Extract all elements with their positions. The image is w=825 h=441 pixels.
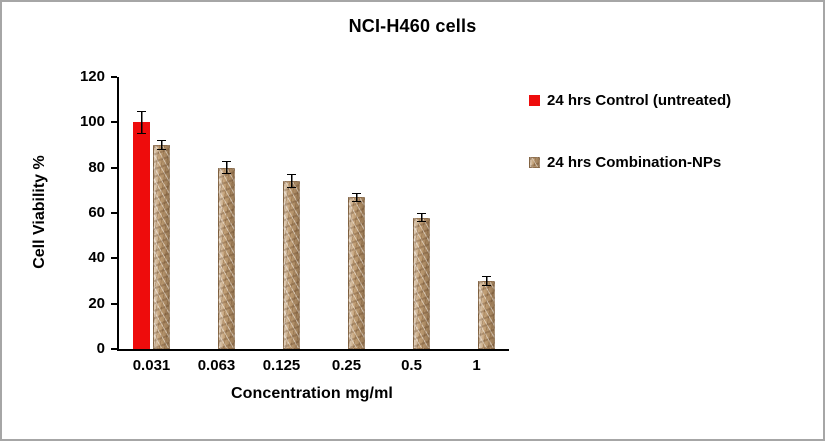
error-bar bbox=[482, 276, 491, 286]
error-bar bbox=[352, 192, 361, 202]
legend-label-control: 24 hrs Control (untreated) bbox=[547, 92, 732, 109]
error-bar bbox=[287, 174, 296, 189]
plot-area: 0 20 40 60 80 100 120 0.031 0.063 0.125 0.25 0.5 1 bbox=[80, 68, 509, 374]
bar-combination bbox=[348, 197, 365, 349]
y-axis-tick-label: 100 bbox=[79, 113, 105, 131]
bar-combination bbox=[413, 217, 430, 349]
error-bar bbox=[222, 160, 231, 175]
bar-combination bbox=[478, 281, 495, 349]
legend-swatch-combination bbox=[529, 157, 540, 168]
y-axis-tick bbox=[111, 302, 117, 305]
x-axis-tick-label: 0.125 bbox=[262, 357, 301, 374]
x-axis-tick-label: 0.5 bbox=[401, 357, 422, 374]
legend: 24 hrs Control (untreated) 24 hrs Combin… bbox=[529, 92, 731, 171]
bar-control bbox=[133, 122, 150, 349]
legend-label-combination: 24 hrs Combination-NPs bbox=[547, 154, 722, 171]
legend-item-control: 24 hrs Control (untreated) bbox=[529, 92, 731, 109]
x-axis-tick-label: 0.25 bbox=[331, 357, 362, 374]
y-axis-tick bbox=[111, 212, 117, 214]
y-axis-tick-label: 80 bbox=[88, 158, 105, 176]
legend-swatch-control bbox=[529, 95, 540, 106]
y-axis-tick bbox=[111, 166, 117, 169]
y-axis-tick-label: 40 bbox=[88, 249, 105, 267]
y-axis-tick-label: 60 bbox=[88, 204, 105, 221]
bar-combination bbox=[153, 145, 170, 349]
bar-combination bbox=[218, 167, 235, 349]
y-axis-tick-label: 120 bbox=[79, 68, 105, 85]
y-axis-title: Cell Viability % bbox=[31, 155, 48, 269]
error-bar bbox=[417, 213, 426, 223]
y-axis-tick bbox=[111, 121, 117, 124]
x-axis-title: Concentration mg/ml bbox=[231, 385, 393, 402]
y-axis-tick-label: 20 bbox=[88, 294, 105, 312]
bar-combination bbox=[283, 181, 300, 349]
y-axis-tick bbox=[111, 257, 117, 260]
x-axis-tick-label: 1 bbox=[472, 357, 481, 374]
error-bar bbox=[157, 140, 166, 150]
y-axis-tick bbox=[111, 76, 117, 78]
y-axis-tick-label: 0 bbox=[96, 340, 105, 357]
legend-item-combination: 24 hrs Combination-NPs bbox=[529, 154, 731, 171]
x-axis-tick-label: 0.031 bbox=[132, 357, 171, 374]
chart-title: NCI-H460 cells bbox=[348, 16, 477, 36]
error-bar bbox=[137, 111, 146, 134]
x-axis-tick-label: 0.063 bbox=[197, 357, 236, 374]
y-axis-tick bbox=[111, 348, 117, 350]
